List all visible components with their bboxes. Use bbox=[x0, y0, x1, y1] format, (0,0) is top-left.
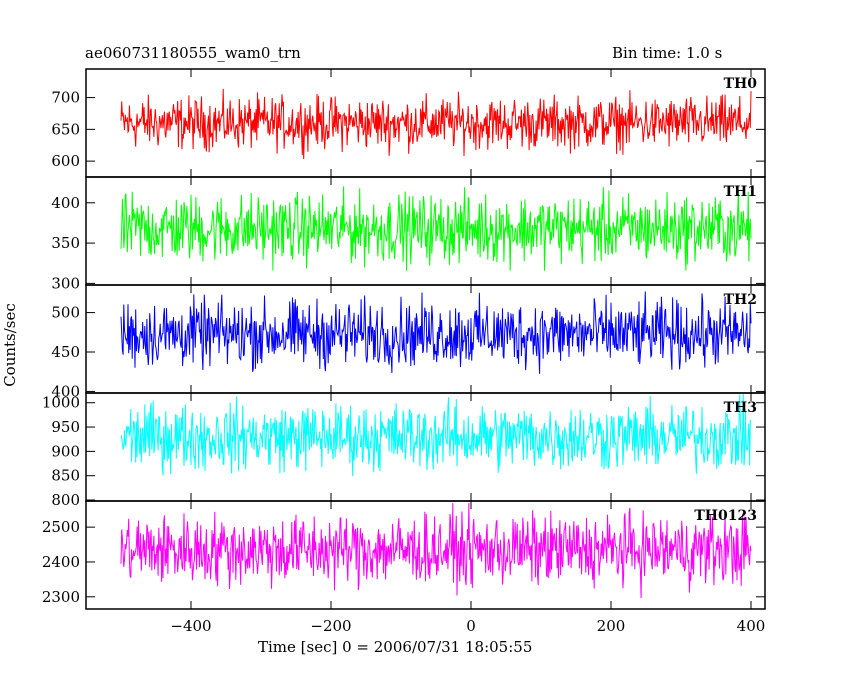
series-line-th1 bbox=[120, 186, 752, 272]
y-tick-label: 2300 bbox=[42, 588, 80, 606]
y-tick-label: 600 bbox=[51, 152, 80, 170]
panel-label-th1: TH1 bbox=[724, 184, 757, 200]
y-tick-label: 500 bbox=[51, 304, 80, 322]
panel-frame-th3 bbox=[85, 392, 766, 502]
y-tick-label: 2400 bbox=[42, 553, 80, 571]
y-tick-label: 850 bbox=[51, 467, 80, 485]
y-tick-label: 350 bbox=[51, 234, 80, 252]
series-line-th0123 bbox=[120, 502, 752, 599]
panel-frame-th0123 bbox=[85, 500, 766, 610]
x-axis-label: Time [sec] 0 = 2006/07/31 18:05:55 bbox=[258, 638, 533, 656]
series-line-th2 bbox=[120, 291, 752, 374]
x-tick-label: 0 bbox=[466, 617, 476, 635]
panel-label-th0123: TH0123 bbox=[694, 508, 757, 524]
y-tick-label: 450 bbox=[51, 343, 80, 361]
panel-label-th3: TH3 bbox=[724, 400, 757, 416]
x-tick-label: −400 bbox=[170, 617, 211, 635]
panel-frame-th2 bbox=[85, 284, 766, 394]
y-tick-label: 950 bbox=[51, 418, 80, 436]
y-tick-label: 900 bbox=[51, 442, 80, 460]
y-tick-label: 2500 bbox=[42, 518, 80, 536]
panel-label-th0: TH0 bbox=[724, 76, 758, 92]
panel-label-th2: TH2 bbox=[724, 292, 757, 308]
y-tick-label: 800 bbox=[51, 491, 80, 509]
y-tick-label: 1000 bbox=[42, 394, 80, 412]
y-tick-label: 700 bbox=[51, 89, 80, 107]
series-line-th3 bbox=[120, 394, 752, 477]
x-tick-label: 400 bbox=[737, 617, 766, 635]
series-line-th0 bbox=[120, 88, 752, 160]
y-tick-label: 650 bbox=[51, 120, 80, 138]
y-tick-label: 400 bbox=[51, 382, 80, 400]
x-tick-label: 200 bbox=[597, 617, 626, 635]
chart-title: ae060731180555_wam0_trn bbox=[85, 44, 301, 62]
y-tick-label: 300 bbox=[51, 274, 80, 292]
x-tick-label: −200 bbox=[310, 617, 351, 635]
y-axis-label: Counts/sec bbox=[0, 303, 19, 387]
bin-time-label: Bin time: 1.0 s bbox=[612, 44, 723, 62]
y-tick-label: 400 bbox=[51, 194, 80, 212]
